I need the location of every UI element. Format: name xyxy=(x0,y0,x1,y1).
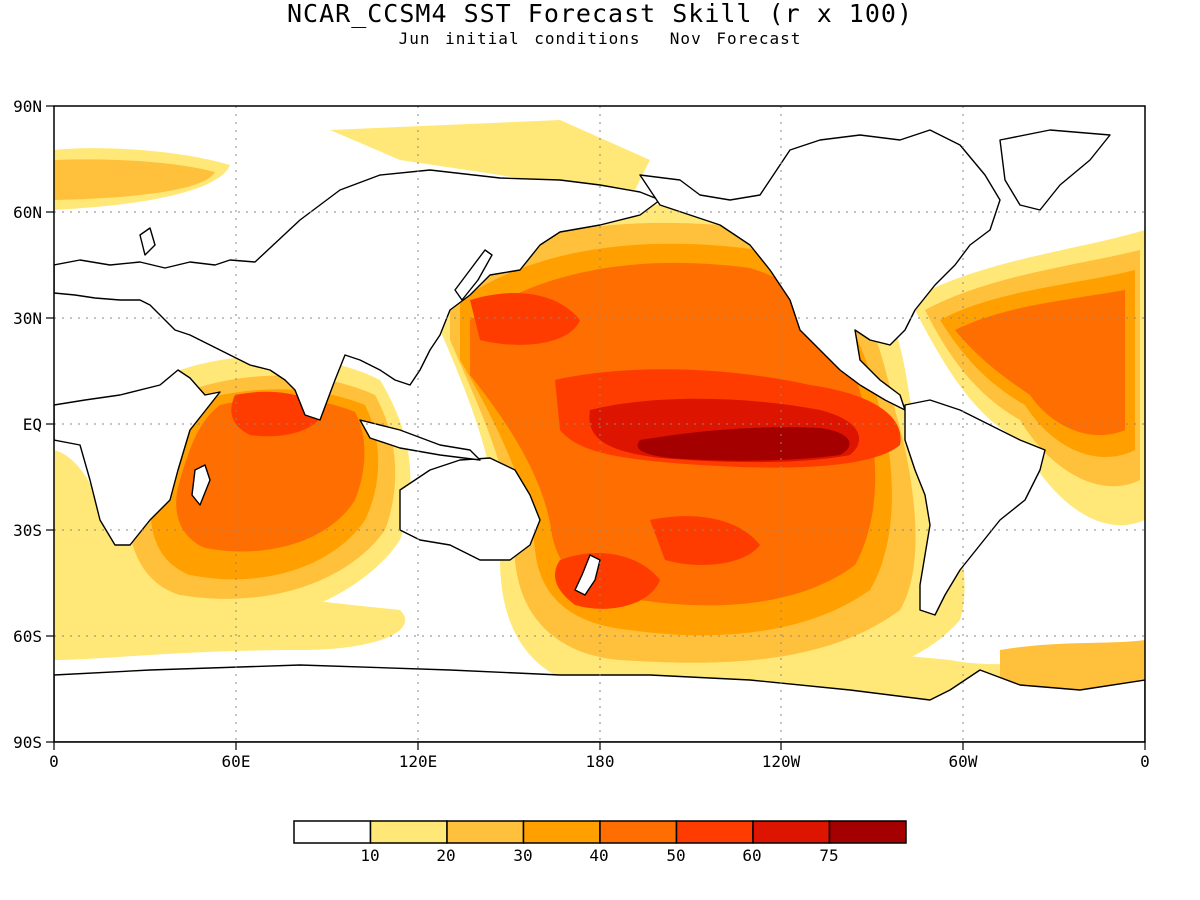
color-legend: 10 20 30 40 50 60 75 xyxy=(293,820,907,865)
map-title: NCAR_CCSM4 SST Forecast Skill (r x 100) xyxy=(287,0,913,28)
north-america xyxy=(639,129,1001,411)
indonesia xyxy=(359,419,481,461)
legend-color-box xyxy=(599,820,678,844)
land-coastlines xyxy=(54,129,1145,742)
legend-label: 50 xyxy=(666,846,685,865)
britain xyxy=(139,227,156,256)
y-tick-label: 60S xyxy=(13,627,42,646)
legend-label: 30 xyxy=(513,846,532,865)
legend-color-box xyxy=(675,820,754,844)
y-axis-ticks xyxy=(46,105,54,743)
legend-color-box xyxy=(828,820,907,844)
x-tick-label: 60W xyxy=(949,752,978,771)
legend-color-box xyxy=(752,820,831,844)
graticule xyxy=(54,106,1145,742)
madagascar xyxy=(191,464,211,506)
y-axis-labels: 90N 60N 30N EQ 30S 60S 90S xyxy=(13,97,42,752)
antarctica xyxy=(54,664,1145,742)
legend-label: 75 xyxy=(819,846,838,865)
y-tick-label: 30S xyxy=(13,521,42,540)
legend-color-boxes xyxy=(293,820,907,844)
map-subtitle: Jun initial conditions Nov Forecast xyxy=(398,29,802,48)
legend-color-box xyxy=(369,820,448,844)
legend-label: 60 xyxy=(742,846,761,865)
europe-asia xyxy=(54,169,661,421)
japan xyxy=(454,249,493,301)
x-tick-label: 0 xyxy=(49,752,59,771)
legend-color-box xyxy=(446,820,525,844)
x-axis-ticks xyxy=(53,742,1146,750)
africa xyxy=(54,369,221,546)
australia xyxy=(399,457,541,561)
map-area xyxy=(54,106,1145,742)
x-axis-labels: 0 60E 120E 180 120W 60W 0 xyxy=(49,752,1150,771)
legend-label: 40 xyxy=(589,846,608,865)
legend-color-box xyxy=(522,820,601,844)
y-tick-label: 90S xyxy=(13,733,42,752)
y-tick-label: EQ xyxy=(23,415,42,434)
south-america xyxy=(904,399,1046,616)
y-tick-label: 90N xyxy=(13,97,42,116)
skill-contour-field xyxy=(54,120,1145,700)
y-tick-label: 30N xyxy=(13,309,42,328)
y-tick-label: 60N xyxy=(13,203,42,222)
x-tick-label: 120E xyxy=(399,752,438,771)
x-tick-label: 0 xyxy=(1140,752,1150,771)
x-tick-label: 60E xyxy=(222,752,251,771)
x-tick-label: 120W xyxy=(762,752,801,771)
legend-label: 20 xyxy=(436,846,455,865)
legend-labels: 10 20 30 40 50 60 75 xyxy=(360,846,838,865)
new-zealand xyxy=(574,554,601,596)
legend-color-box xyxy=(293,820,372,844)
greenland xyxy=(999,129,1111,211)
legend-label: 10 xyxy=(360,846,379,865)
x-tick-label: 180 xyxy=(586,752,615,771)
